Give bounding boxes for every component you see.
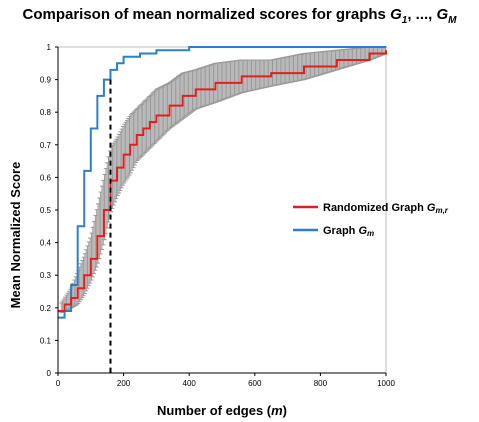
y-tick-label: 0 xyxy=(47,369,52,378)
y-tick-label: 0.5 xyxy=(40,206,52,215)
error-bars xyxy=(59,46,388,314)
y-tick-label: 0.8 xyxy=(40,108,52,117)
x-tick-label: 0 xyxy=(56,379,61,388)
y-tick-label: 0.3 xyxy=(40,271,52,280)
chart-title: Comparison of mean normalized scores for… xyxy=(22,6,457,26)
y-tick-label: 0.1 xyxy=(40,336,52,345)
x-tick-label: 600 xyxy=(248,379,262,388)
legend: Randomized Graph Gm,r Graph Gm xyxy=(293,202,449,238)
y-tick-label: 0.7 xyxy=(40,141,52,150)
x-tick-label: 200 xyxy=(117,379,131,388)
legend-label-randomized: Randomized Graph Gm,r xyxy=(323,202,449,215)
x-ticks: 0 200 400 600 800 1000 xyxy=(56,373,395,388)
y-tick-label: 1 xyxy=(47,43,52,52)
legend-label-graph: Graph Gm xyxy=(323,225,374,238)
x-tick-label: 800 xyxy=(314,379,328,388)
y-axis-label: Mean Normalized Score xyxy=(8,162,23,309)
series-line xyxy=(58,50,387,313)
y-tick-label: 0.9 xyxy=(40,76,52,85)
x-tick-label: 1000 xyxy=(377,379,395,388)
y-ticks: 0 0.1 0.2 0.3 0.4 0.5 0.6 0.7 0.8 0.9 1 xyxy=(40,43,58,378)
y-tick-label: 0.2 xyxy=(40,304,52,313)
y-tick-label: 0.6 xyxy=(40,173,52,182)
x-axis-label: Number of edges (m) xyxy=(157,403,287,418)
x-tick-label: 400 xyxy=(183,379,197,388)
y-tick-label: 0.4 xyxy=(40,239,52,248)
